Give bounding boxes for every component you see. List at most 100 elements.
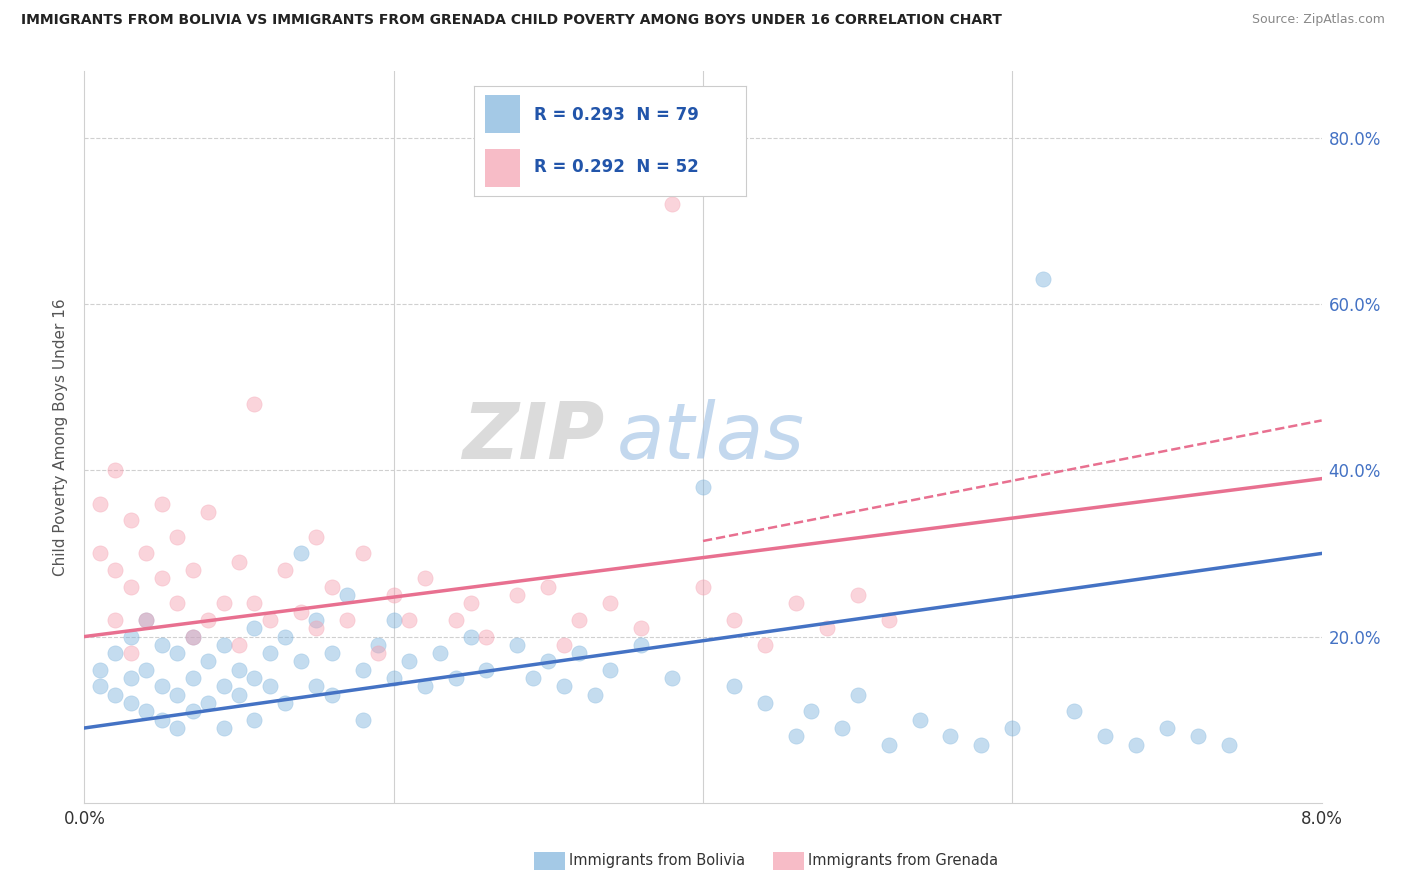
Text: R = 0.293  N = 79: R = 0.293 N = 79 <box>534 105 699 123</box>
Point <box>150 713 173 727</box>
Point <box>259 613 281 627</box>
Point <box>506 588 529 602</box>
Point <box>243 671 266 685</box>
Point <box>522 671 544 685</box>
Point <box>197 505 219 519</box>
Point <box>104 646 127 660</box>
Point <box>831 721 853 735</box>
Point <box>553 638 575 652</box>
Point <box>181 630 204 644</box>
Point <box>413 571 436 585</box>
Point <box>135 546 157 560</box>
Point <box>181 563 204 577</box>
Point <box>352 663 374 677</box>
Point <box>120 513 142 527</box>
Point <box>785 596 807 610</box>
Point <box>259 680 281 694</box>
Point <box>135 663 157 677</box>
Point <box>336 613 359 627</box>
Point <box>367 646 389 660</box>
Point <box>274 630 297 644</box>
Text: Immigrants from Grenada: Immigrants from Grenada <box>808 854 998 868</box>
Point <box>120 630 142 644</box>
Point <box>166 688 188 702</box>
Point <box>305 613 328 627</box>
Point <box>89 663 111 677</box>
Point <box>197 613 219 627</box>
Point <box>754 638 776 652</box>
Point <box>939 729 962 743</box>
Bar <box>485 149 520 187</box>
Point <box>197 696 219 710</box>
Point <box>1032 272 1054 286</box>
Point <box>553 680 575 694</box>
Point <box>367 638 389 652</box>
Point <box>877 738 900 752</box>
Point <box>243 397 266 411</box>
Point <box>382 671 405 685</box>
Point <box>800 705 823 719</box>
Point <box>506 638 529 652</box>
Point <box>336 588 359 602</box>
Point <box>89 546 111 560</box>
Point <box>243 621 266 635</box>
Point <box>181 630 204 644</box>
Point <box>166 596 188 610</box>
Point <box>692 580 714 594</box>
Point <box>444 671 467 685</box>
Point <box>212 596 235 610</box>
Point <box>120 671 142 685</box>
Point <box>212 721 235 735</box>
Point <box>460 630 482 644</box>
Point <box>599 663 621 677</box>
Point <box>537 580 560 594</box>
Text: R = 0.292  N = 52: R = 0.292 N = 52 <box>534 158 699 177</box>
Point <box>1218 738 1240 752</box>
Point <box>290 655 312 669</box>
Point <box>274 696 297 710</box>
Point <box>382 588 405 602</box>
Point <box>166 530 188 544</box>
Point <box>754 696 776 710</box>
Point <box>815 621 838 635</box>
Point <box>181 705 204 719</box>
Y-axis label: Child Poverty Among Boys Under 16: Child Poverty Among Boys Under 16 <box>53 298 69 576</box>
Point <box>785 729 807 743</box>
Point <box>181 671 204 685</box>
Point <box>1125 738 1147 752</box>
Point <box>1001 721 1024 735</box>
Point <box>150 497 173 511</box>
Point <box>352 713 374 727</box>
Point <box>104 563 127 577</box>
Point <box>212 680 235 694</box>
Point <box>228 555 250 569</box>
Point <box>1063 705 1085 719</box>
Point <box>460 596 482 610</box>
Point <box>150 638 173 652</box>
Point <box>413 680 436 694</box>
Point <box>166 646 188 660</box>
Point <box>970 738 993 752</box>
Point <box>274 563 297 577</box>
Point <box>89 680 111 694</box>
Point <box>1187 729 1209 743</box>
Point <box>243 713 266 727</box>
Text: Source: ZipAtlas.com: Source: ZipAtlas.com <box>1251 13 1385 27</box>
Point <box>321 580 343 594</box>
Point <box>259 646 281 660</box>
Point <box>228 638 250 652</box>
Point <box>150 571 173 585</box>
Point <box>228 688 250 702</box>
Point <box>475 630 498 644</box>
Point <box>661 197 683 211</box>
Point <box>104 613 127 627</box>
Point <box>321 646 343 660</box>
Point <box>135 613 157 627</box>
Point <box>120 646 142 660</box>
Point <box>692 480 714 494</box>
Point <box>135 613 157 627</box>
Point <box>630 621 652 635</box>
Point <box>120 580 142 594</box>
Point <box>398 613 420 627</box>
Point <box>89 497 111 511</box>
